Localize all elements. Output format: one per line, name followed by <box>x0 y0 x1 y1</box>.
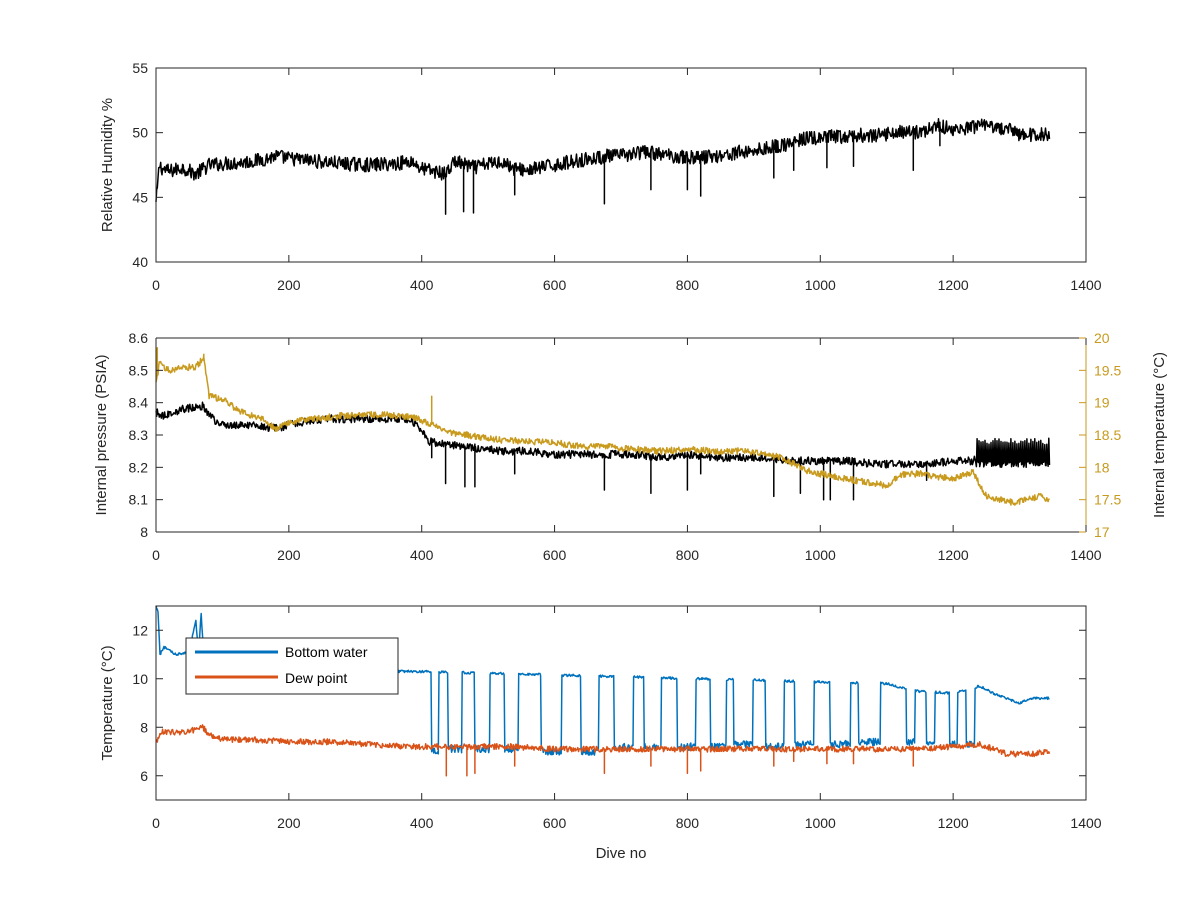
x-tick-label: 600 <box>543 815 567 831</box>
x-tick-label: 0 <box>152 277 160 293</box>
pressure-panel: 0 200 400 600 800 1000 1200 1400 88.18.28.38.48… <box>93 330 1168 563</box>
right-y-tick-label: 17 <box>1094 524 1110 540</box>
x-tick-label: 600 <box>543 547 567 563</box>
y-tick-label: 12 <box>132 622 148 638</box>
x-tick-label: 1400 <box>1070 547 1101 563</box>
y-tick-label: 8.1 <box>129 492 149 508</box>
humidity-x-ticks: 0 200 400 600 800 1000 1200 1400 <box>152 68 1102 293</box>
temperature-plot-area <box>155 605 1087 801</box>
x-tick-label: 1000 <box>805 277 836 293</box>
temperature-right-ticks: 17 17.5 18 18.5 19 19.5 20 <box>1079 330 1121 540</box>
pressure-lines <box>155 346 1051 506</box>
y-tick-label: 40 <box>132 254 148 270</box>
humidity-plot-area <box>155 67 1087 263</box>
temperature-y-axis-label: Temperature (°C) <box>99 645 116 760</box>
x-tick-label: 600 <box>543 277 567 293</box>
y-tick-label: 8 <box>140 524 148 540</box>
x-tick-label: 1000 <box>805 547 836 563</box>
y-tick-label: 8 <box>140 719 148 735</box>
pressure-y-ticks: 8 8.1 8.2 8.3 8.4 8.5 8.6 <box>129 330 163 540</box>
temperature-panel: 0 200 400 600 800 1000 1200 1400 6 8 10 12 Tempera… <box>99 605 1102 862</box>
x-axis-label: Dive no <box>596 845 647 862</box>
y-tick-label: 10 <box>132 671 148 687</box>
panel2-series-0-line <box>155 401 1051 501</box>
humidity-y-ticks: 40 45 50 55 <box>132 60 1086 270</box>
x-tick-label: 0 <box>152 547 160 563</box>
legend-label-bottom-water: Bottom water <box>285 644 368 660</box>
y-tick-label: 6 <box>140 768 148 784</box>
right-y-tick-label: 20 <box>1094 330 1110 346</box>
x-tick-label: 800 <box>676 815 700 831</box>
temperature-y-ticks: 6 8 10 12 <box>132 622 1086 784</box>
x-tick-label: 1200 <box>938 815 969 831</box>
y-tick-label: 45 <box>132 189 148 205</box>
y-tick-label: 55 <box>132 60 148 76</box>
y-tick-label: 8.3 <box>129 427 149 443</box>
right-y-tick-label: 19.5 <box>1094 362 1121 378</box>
x-tick-label: 200 <box>277 547 301 563</box>
y-tick-label: 8.4 <box>129 395 149 411</box>
x-tick-label: 800 <box>676 547 700 563</box>
x-tick-label: 400 <box>410 815 434 831</box>
y-tick-label: 8.2 <box>129 459 149 475</box>
pressure-x-ticks: 0 200 400 600 800 1000 1200 1400 <box>152 338 1102 563</box>
x-tick-label: 400 <box>410 277 434 293</box>
legend: Bottom water Dew point <box>185 637 399 695</box>
x-tick-label: 200 <box>277 277 301 293</box>
legend-label-dew-point: Dew point <box>285 670 347 686</box>
right-y-tick-label: 19 <box>1094 395 1110 411</box>
temperature-right-axis-label: Internal temperature (°C) <box>1151 352 1168 518</box>
right-y-tick-label: 18 <box>1094 459 1110 475</box>
right-y-tick-label: 18.5 <box>1094 427 1121 443</box>
x-tick-label: 800 <box>676 277 700 293</box>
y-tick-label: 50 <box>132 125 148 141</box>
panel2-series-1-line <box>155 346 1050 506</box>
x-tick-label: 1400 <box>1070 277 1101 293</box>
humidity-y-axis-label: Relative Humidity % <box>99 98 116 232</box>
temperature-x-ticks: 0 200 400 600 800 1000 1200 1400 <box>152 606 1102 831</box>
x-tick-label: 200 <box>277 815 301 831</box>
x-tick-label: 1000 <box>805 815 836 831</box>
panel1-series-0-line <box>155 117 1051 215</box>
x-tick-label: 400 <box>410 547 434 563</box>
humidity-lines <box>155 117 1051 215</box>
x-tick-label: 1200 <box>938 547 969 563</box>
right-y-tick-label: 17.5 <box>1094 492 1121 508</box>
y-tick-label: 8.6 <box>129 330 149 346</box>
x-tick-label: 0 <box>152 815 160 831</box>
x-tick-label: 1200 <box>938 277 969 293</box>
panel3-dew-point-line <box>155 724 1051 777</box>
legend-box <box>185 637 399 695</box>
x-tick-label: 1400 <box>1070 815 1101 831</box>
y-tick-label: 8.5 <box>129 362 149 378</box>
humidity-panel: 0 200 400 600 800 1000 1200 1400 40 45 50 55 Relat… <box>99 60 1102 293</box>
pressure-y-axis-label: Internal pressure (PSIA) <box>93 355 110 516</box>
